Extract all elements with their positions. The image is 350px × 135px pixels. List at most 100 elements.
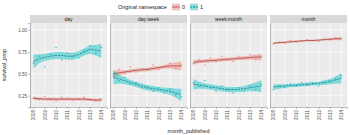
- x-grid-line: [318, 23, 319, 107]
- x-tick-label: 2008: [271, 110, 276, 121]
- point: [44, 96, 46, 98]
- x-tick-label: 2013: [88, 110, 93, 121]
- x-tick-mark: [319, 107, 320, 109]
- panel: week:month2008200920102011201220132014: [190, 15, 268, 120]
- legend-key-point: [193, 6, 195, 8]
- x-tick-mark: [227, 107, 228, 109]
- point: [198, 59, 200, 61]
- strip-label: month: [302, 16, 316, 22]
- x-tick-label: 2010: [214, 110, 219, 121]
- x-tick: 2014: [339, 107, 344, 120]
- y-axis: [110, 24, 112, 108]
- point: [33, 62, 35, 64]
- x-grid-line: [56, 23, 57, 107]
- point: [84, 97, 86, 99]
- point: [164, 92, 166, 94]
- strip-label: day: [64, 16, 73, 22]
- point: [50, 54, 52, 56]
- y-axis: [190, 24, 192, 108]
- point: [249, 85, 251, 87]
- x-tick-label: 2011: [225, 110, 230, 120]
- point: [124, 76, 126, 78]
- x-tick-mark: [45, 107, 46, 109]
- x-tick-label: 2014: [339, 110, 344, 121]
- point: [249, 54, 251, 56]
- legend: Original namespace01: [118, 3, 203, 11]
- point: [152, 64, 154, 66]
- x-grid-line: [78, 23, 79, 107]
- x-grid-line: [44, 23, 45, 107]
- point: [113, 73, 115, 75]
- y-tick: 0.25: [18, 94, 30, 99]
- legend-key-line: [190, 7, 198, 8]
- x-tick: 2009: [43, 107, 48, 120]
- point: [290, 83, 292, 85]
- x-tick-label: 2012: [317, 110, 322, 121]
- point: [141, 68, 143, 70]
- x-tick-label: 2013: [248, 110, 253, 121]
- x-grid-line: [250, 23, 251, 107]
- x-tick: 2010: [54, 107, 59, 120]
- x-tick-label: 2012: [77, 110, 82, 121]
- x-tick-mark: [296, 107, 297, 109]
- x-tick-label: 2008: [191, 110, 196, 121]
- x-tick: 2009: [123, 107, 128, 120]
- x-axis-line: [31, 108, 108, 110]
- panel-bg: [270, 23, 347, 107]
- x-tick-mark: [56, 107, 57, 109]
- y-tick-mark: [28, 96, 30, 97]
- confidence-band: [113, 62, 181, 78]
- panel: day20082009201020112012201320140.250.500…: [18, 15, 107, 120]
- x-axis-title: month_published: [168, 128, 210, 134]
- x-tick: 2013: [168, 107, 173, 120]
- x-tick: 2013: [328, 107, 333, 120]
- x-axis: 2008200920102011201220132014: [191, 107, 268, 120]
- point: [318, 41, 320, 43]
- y-axis: 0.250.500.751.00: [18, 24, 30, 108]
- grid: [30, 23, 107, 107]
- point: [204, 64, 206, 66]
- x-tick-label: 2011: [145, 110, 150, 120]
- x-grid-line: [238, 23, 239, 107]
- panel-bg: [30, 23, 107, 107]
- x-tick-mark: [125, 107, 126, 109]
- point: [175, 94, 177, 96]
- point: [221, 55, 223, 57]
- x-grid-line: [273, 23, 274, 107]
- point: [255, 89, 257, 91]
- y-tick-mark: [28, 52, 30, 53]
- x-tick-label: 2011: [305, 110, 310, 120]
- point: [38, 55, 40, 57]
- plot-area: [113, 62, 183, 101]
- panel-bg: [190, 23, 267, 107]
- legend-title: Original namespace: [118, 4, 167, 10]
- x-tick-mark: [250, 107, 251, 109]
- point: [169, 62, 171, 64]
- x-tick: 2011: [145, 107, 150, 120]
- confidence-band: [193, 54, 261, 65]
- legend-key-line: [172, 7, 180, 8]
- y-axis-line: [270, 24, 271, 108]
- y-tick-label: 0.75: [18, 50, 27, 55]
- x-tick-label: 2010: [54, 110, 59, 121]
- x-tick-mark: [113, 107, 114, 109]
- strip-bg: [190, 15, 267, 23]
- x-tick-mark: [181, 107, 182, 109]
- y-grid-line: [110, 30, 187, 31]
- x-tick: 2012: [317, 107, 322, 120]
- y-grid-line: [270, 73, 347, 74]
- y-axis-title: survival_prop: [1, 49, 7, 82]
- legend-item: 0: [172, 3, 185, 11]
- x-tick: 2013: [248, 107, 253, 120]
- x-grid-line: [67, 23, 68, 107]
- point: [215, 61, 217, 63]
- point: [141, 87, 143, 89]
- x-grid-line: [341, 23, 342, 107]
- x-tick-label: 2013: [328, 110, 333, 121]
- y-axis-line: [110, 24, 111, 108]
- legend-key-band: [190, 4, 198, 10]
- x-tick-mark: [90, 107, 91, 109]
- x-tick-label: 2008: [31, 110, 36, 121]
- point: [232, 92, 234, 94]
- x-tick-mark: [193, 107, 194, 109]
